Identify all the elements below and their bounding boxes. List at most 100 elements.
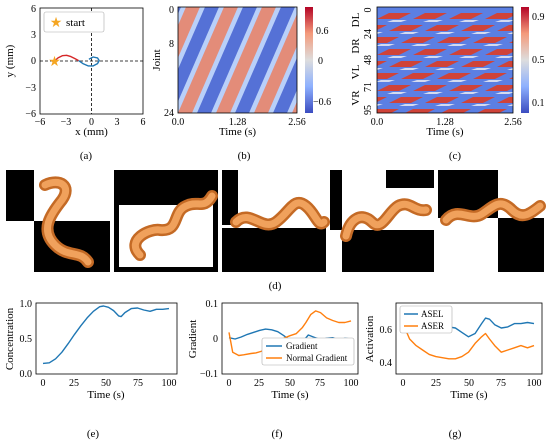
panel-g-xtick: 25 (431, 378, 441, 389)
heat-stripe-red (178, 7, 200, 58)
heat-streak (413, 13, 447, 19)
heat-streak-light (543, 68, 550, 70)
panel-c-ytick: 48 (363, 55, 374, 65)
heat-streak (545, 73, 550, 79)
heat-streak-light (387, 56, 407, 58)
panel-b-xticks: 0.0 1.28 2.56 (172, 117, 306, 128)
panel-e-xlabel: Time (s) (87, 389, 125, 401)
heat-stripe-blue (235, 7, 295, 113)
heat-streak (497, 97, 513, 103)
panel-e-plot (42, 305, 170, 365)
panel-f-legend-label: Gradient (286, 341, 318, 351)
panel-a-xlabel: x (mm) (75, 126, 108, 138)
heat-streak (389, 61, 423, 67)
heat-streak-light (447, 44, 467, 46)
panel-g-xlabel: Time (s) (450, 389, 488, 401)
panel-f-ytick: 0 (213, 334, 218, 345)
snapshot-5 (438, 170, 546, 272)
panel-g-legend-label: ASEL (421, 309, 444, 319)
heat-streak (425, 61, 459, 67)
panel-a-legend-box (43, 11, 105, 33)
panel-a-ytick: −6 (25, 109, 36, 120)
panel-f-xtick: 75 (315, 378, 325, 389)
heat-streak (461, 61, 495, 67)
panel-a-yticks: 6 3 0 −3 −6 (25, 4, 36, 120)
panel-f-xticks: 0 25 50 75 100 (227, 378, 359, 389)
panel-c-xtick: 0.0 (371, 117, 384, 128)
panel-g-xtick: 100 (527, 378, 542, 389)
panel-e: 0.0 0.5 1.0 0 25 50 75 100 Time (s) Conc… (4, 299, 178, 440)
heat-streak-light (507, 68, 513, 70)
heat-streak-light (459, 20, 479, 22)
heat-stripe-red (292, 101, 297, 113)
heat-streak-light (447, 80, 467, 82)
snapshot-4 (330, 170, 434, 272)
heat-streak (377, 85, 411, 91)
panel-e-xtick: 50 (101, 378, 111, 389)
heat-streak (377, 13, 411, 19)
heat-stripe-blue (273, 57, 297, 113)
panel-e-yticks: 0.0 0.5 1.0 (20, 299, 33, 380)
snapshot-3 (222, 170, 330, 272)
panel-c-frame (376, 6, 514, 114)
panel-e-caption: (e) (87, 428, 100, 440)
heat-streak-light (495, 92, 513, 94)
panel-g-legend-label: ASER (421, 321, 444, 331)
panel-c-cbar-tick: 0.5 (532, 55, 545, 66)
heat-streak (389, 25, 423, 31)
panel-b-colorbar (305, 7, 313, 113)
panel-c-xtick: 1.28 (436, 117, 454, 128)
panel-b: 0.6 0 −0.6 0 8 16 24 0.0 1.28 2.56 Time … (151, 5, 331, 162)
panel-b-xlabel: Time (s) (219, 126, 257, 138)
panel-g-ylabel: Activation (364, 315, 376, 362)
panel-f: Gradient Normal Gradient 0.1 0 −0.1 0 25… (187, 299, 359, 440)
panel-b-yticks: 0 8 16 24 (164, 5, 174, 119)
heat-streak-light (423, 92, 443, 94)
panel-b-caption: (b) (238, 150, 251, 162)
heat-streak-light (519, 116, 539, 118)
panel-a-xtick: 0 (89, 117, 94, 128)
heat-streak (497, 25, 513, 31)
panel-a-xtick: 3 (115, 117, 120, 128)
panel-b-xtick: 1.28 (229, 117, 247, 128)
panel-f-xtick: 50 (285, 378, 295, 389)
panel-c-ytick: 71 (363, 82, 374, 92)
heat-streak (485, 49, 513, 55)
panel-e-ytick: 1.0 (20, 299, 33, 310)
panel-d: (d) (6, 170, 546, 292)
panel-f-ylabel: Gradient (187, 320, 199, 358)
panel-f-ytick: 0.1 (206, 299, 219, 310)
panel-a-xtick: 6 (141, 117, 146, 128)
panel-f-xtick: 25 (254, 378, 264, 389)
series-line-0 (42, 305, 170, 365)
heat-streak-light (399, 68, 419, 70)
heat-streak (413, 85, 447, 91)
panel-a-trajectory: ★ (48, 54, 100, 70)
heat-streak (473, 37, 507, 43)
heat-streak (485, 13, 513, 19)
panel-c-ytick: 24 (363, 29, 374, 39)
legend-star-icon: ★ (50, 16, 63, 31)
panel-g: ASEL ASER 0.6 0.4 0 25 50 75 100 Time (s… (364, 302, 543, 440)
panel-c-group-label: VL (350, 64, 362, 79)
heat-stripe-red (216, 7, 276, 113)
heat-streak-light (377, 32, 383, 34)
panel-e-xtick: 75 (133, 378, 143, 389)
panel-g-ytick: 0.6 (380, 325, 393, 336)
heat-streak (461, 97, 495, 103)
heat-streak-light (507, 104, 513, 106)
panel-g-legend: ASEL ASER (399, 305, 453, 334)
panel-g-xticks: 0 25 50 75 100 (401, 378, 542, 389)
heat-stripe-red (178, 7, 238, 113)
heat-streak (377, 97, 387, 102)
heat-streak-light (435, 104, 455, 106)
heat-streak (405, 109, 435, 113)
panel-c-xlabel: Time (s) (426, 126, 464, 138)
heat-stripe-blue (178, 7, 181, 14)
panel-c-cbar-tick: 0.9 (532, 12, 545, 23)
panel-f-yticks: 0.1 0 −0.1 (200, 299, 218, 380)
heat-streak-light (377, 44, 395, 46)
panel-c-cbar-tick: 0.1 (532, 98, 545, 109)
heat-streak (389, 97, 423, 103)
